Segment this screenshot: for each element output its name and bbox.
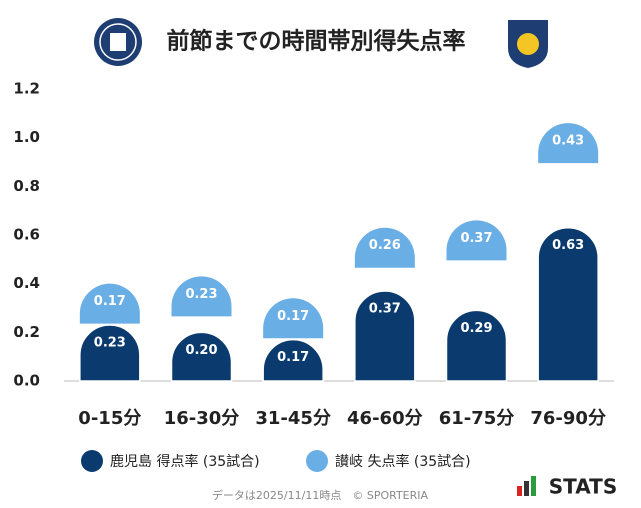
bar-segment xyxy=(170,331,233,382)
value-label: 0.43 xyxy=(552,134,584,149)
brand-logo xyxy=(517,476,536,496)
value-label: 0.26 xyxy=(369,238,401,253)
legend-label: 讃岐 失点率 (35試合) xyxy=(335,453,471,470)
home-logo xyxy=(94,18,142,66)
x-tick-label: 31-45分 xyxy=(255,408,331,429)
y-tick-label: 0.4 xyxy=(13,274,40,292)
y-tick-label: 0.6 xyxy=(13,226,40,244)
bar-segment xyxy=(354,290,416,382)
legend-marker xyxy=(306,450,328,472)
value-label: 0.20 xyxy=(185,343,217,358)
chart-title: 前節までの時間帯別得失点率 xyxy=(167,28,466,55)
bar-segment xyxy=(537,227,599,382)
bar-segment xyxy=(263,298,324,339)
value-label: 0.37 xyxy=(460,231,492,246)
value-label: 0.23 xyxy=(185,287,217,302)
bar-segment xyxy=(446,220,507,261)
value-label: 0.17 xyxy=(277,309,309,324)
value-label: 0.63 xyxy=(552,238,584,253)
value-label: 0.17 xyxy=(277,350,309,365)
bar-segment xyxy=(79,283,140,324)
y-tick-label: 0.8 xyxy=(13,177,40,195)
x-tick-label: 16-30分 xyxy=(164,408,240,429)
footer: データは2025/11/11時点 © SPORTERIA xyxy=(212,488,429,502)
bar-segment xyxy=(79,324,141,382)
y-tick-label: 0.2 xyxy=(13,323,40,341)
plot: 0.0 0.2 0.4 0.6 0.8 1.0 1.2 0-15分 0.23 0.17 16-30分… xyxy=(13,80,606,430)
x-tick-label: 0-15分 xyxy=(78,408,141,429)
bar-segment xyxy=(445,309,508,382)
y-tick-label: 1.0 xyxy=(13,128,40,146)
bar-segment xyxy=(262,338,324,382)
legend-marker xyxy=(81,450,103,472)
value-label: 0.29 xyxy=(460,321,492,336)
bar-segment xyxy=(354,227,415,268)
brand: STATS xyxy=(549,475,617,499)
bar-segment xyxy=(538,123,599,164)
legend-label: 鹿児島 得点率 (35試合) xyxy=(110,453,260,470)
x-tick-label: 76-90分 xyxy=(530,408,606,429)
x-tick-label: 61-75分 xyxy=(439,408,515,429)
away-logo xyxy=(508,20,548,68)
value-label: 0.37 xyxy=(369,301,401,316)
value-label: 0.17 xyxy=(94,294,126,309)
value-label: 0.23 xyxy=(94,336,126,351)
bar-segment xyxy=(171,276,232,317)
x-tick-label: 46-60分 xyxy=(347,408,423,429)
y-tick-label: 1.2 xyxy=(13,80,40,98)
y-tick-label: 0.0 xyxy=(13,372,40,390)
